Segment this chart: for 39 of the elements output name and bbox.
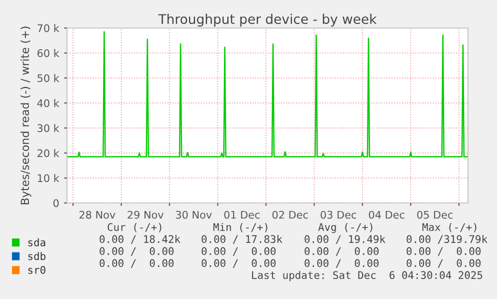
text: 0.00 / 17.83k xyxy=(202,234,282,244)
text: 0.00 / 0.00 xyxy=(100,247,174,256)
text: 0.00 / 0.00 xyxy=(202,247,276,256)
y-tick-label: 50 k xyxy=(38,74,60,82)
text: Max (-/+) xyxy=(422,223,476,232)
x-tick-label: 30 Nov xyxy=(176,210,212,219)
text: 0.00 / 18.42k xyxy=(100,234,180,244)
y-tick-label: 10 k xyxy=(38,174,60,182)
y-tick-label: 70 k xyxy=(38,24,60,32)
y-axis-title: Bytes/second read (-) / write (+) xyxy=(20,26,32,204)
y-tick-label: 0 xyxy=(53,199,59,208)
x-tick-label: 02 Dec xyxy=(272,210,308,219)
x-tick-label: 04 Dec xyxy=(368,210,404,219)
y-tick-label: 30 k xyxy=(38,124,60,132)
legend-label: sr0 xyxy=(28,266,46,274)
x-tick-label: 03 Dec xyxy=(320,210,356,219)
text: Min (-/+) xyxy=(213,222,268,232)
text: 0.00 / 0.00 xyxy=(304,247,379,256)
text: 0.00 / 0.00 xyxy=(304,259,379,268)
text: 0.00 / 0.00 xyxy=(202,259,276,268)
text: 0.00 / 0.00 xyxy=(406,259,481,268)
text: Avg (-/+) xyxy=(318,222,372,234)
x-tick-label: 28 Nov xyxy=(79,210,116,219)
text: 0.00 / 19.49k xyxy=(304,234,386,244)
y-tick-label: 40 k xyxy=(37,99,60,108)
x-tick-label: 05 Dec xyxy=(417,210,453,219)
text: Last update: Sat Dec 6 04:30:04 2025 xyxy=(252,270,482,282)
y-tick-label: 20 k xyxy=(38,149,60,158)
chart-title: Throughput per device - by week xyxy=(158,14,377,27)
x-tick-label: 01 Dec xyxy=(224,210,260,219)
legend-label: sdb xyxy=(28,252,46,260)
line-series xyxy=(67,31,468,158)
y-tick-label: 60 k xyxy=(37,49,60,58)
x-tick-label: 29 Nov xyxy=(128,210,164,219)
text: Cur (-/+) xyxy=(108,223,162,232)
text: 0.00 / 0.00 xyxy=(406,247,481,256)
text: 0.00 /319.79k xyxy=(406,234,488,244)
text: 0.00 / 0.00 xyxy=(100,259,174,268)
legend-label: sda xyxy=(28,238,46,246)
